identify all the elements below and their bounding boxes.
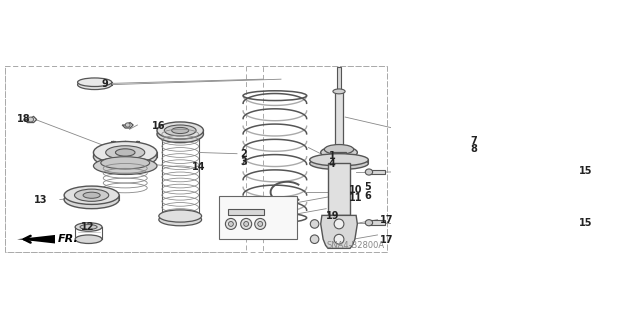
Text: 17: 17 xyxy=(380,235,394,245)
Ellipse shape xyxy=(80,225,97,229)
Ellipse shape xyxy=(77,78,112,86)
Polygon shape xyxy=(17,235,55,243)
Text: 8: 8 xyxy=(470,145,477,154)
Text: 5: 5 xyxy=(365,182,371,192)
Ellipse shape xyxy=(75,235,102,243)
Ellipse shape xyxy=(64,186,119,204)
Text: 10: 10 xyxy=(349,185,362,195)
Ellipse shape xyxy=(172,127,189,134)
Text: 16: 16 xyxy=(152,121,165,130)
Ellipse shape xyxy=(106,146,145,159)
Polygon shape xyxy=(122,122,133,128)
Bar xyxy=(337,67,342,91)
Ellipse shape xyxy=(164,125,196,136)
Ellipse shape xyxy=(64,190,119,209)
Ellipse shape xyxy=(77,80,112,90)
Ellipse shape xyxy=(100,157,150,169)
Bar xyxy=(369,170,385,174)
Ellipse shape xyxy=(310,157,369,170)
Bar xyxy=(5,66,246,252)
Ellipse shape xyxy=(324,145,354,154)
Text: 18: 18 xyxy=(17,115,31,124)
Text: 7: 7 xyxy=(470,137,477,146)
Ellipse shape xyxy=(28,117,33,122)
Bar xyxy=(335,91,343,152)
Text: 4: 4 xyxy=(328,159,335,169)
Text: 9: 9 xyxy=(101,79,108,89)
Circle shape xyxy=(244,221,248,226)
Ellipse shape xyxy=(157,122,204,139)
Bar xyxy=(219,197,297,239)
Ellipse shape xyxy=(159,213,202,226)
Circle shape xyxy=(228,221,234,226)
Text: 13: 13 xyxy=(34,195,48,204)
Ellipse shape xyxy=(321,146,357,159)
Bar xyxy=(369,220,385,225)
Text: SNA4-B2800A: SNA4-B2800A xyxy=(326,241,385,250)
Ellipse shape xyxy=(365,169,372,175)
Text: 19: 19 xyxy=(326,211,340,221)
Ellipse shape xyxy=(159,210,202,222)
Ellipse shape xyxy=(75,223,102,231)
Circle shape xyxy=(334,219,344,229)
Circle shape xyxy=(255,219,266,229)
Ellipse shape xyxy=(74,189,109,201)
Text: 12: 12 xyxy=(81,222,95,232)
Text: 11: 11 xyxy=(349,193,362,203)
Polygon shape xyxy=(321,215,357,249)
Bar xyxy=(332,152,346,163)
Ellipse shape xyxy=(125,123,130,127)
Text: 3: 3 xyxy=(241,157,248,167)
Circle shape xyxy=(241,219,252,229)
Circle shape xyxy=(334,234,344,244)
Text: 1: 1 xyxy=(328,151,335,160)
Circle shape xyxy=(225,219,236,229)
Ellipse shape xyxy=(83,192,100,198)
FancyArrowPatch shape xyxy=(24,236,52,242)
Bar xyxy=(328,163,350,215)
Circle shape xyxy=(310,220,319,228)
Text: 15: 15 xyxy=(579,166,593,176)
Text: 2: 2 xyxy=(241,149,248,159)
Circle shape xyxy=(310,235,319,243)
Ellipse shape xyxy=(365,220,372,226)
Ellipse shape xyxy=(93,157,157,174)
Ellipse shape xyxy=(157,126,204,143)
Ellipse shape xyxy=(333,89,345,94)
Circle shape xyxy=(276,205,281,209)
Circle shape xyxy=(258,221,262,226)
Bar xyxy=(262,66,387,252)
Text: FR.: FR. xyxy=(58,234,79,244)
Text: 15: 15 xyxy=(579,218,593,228)
Text: 6: 6 xyxy=(365,191,371,201)
Ellipse shape xyxy=(310,154,369,166)
Ellipse shape xyxy=(93,146,157,168)
Bar xyxy=(228,209,264,215)
Text: 17: 17 xyxy=(380,215,394,225)
Ellipse shape xyxy=(115,149,135,156)
Polygon shape xyxy=(24,116,36,122)
Text: 14: 14 xyxy=(193,162,206,172)
Ellipse shape xyxy=(93,142,157,163)
